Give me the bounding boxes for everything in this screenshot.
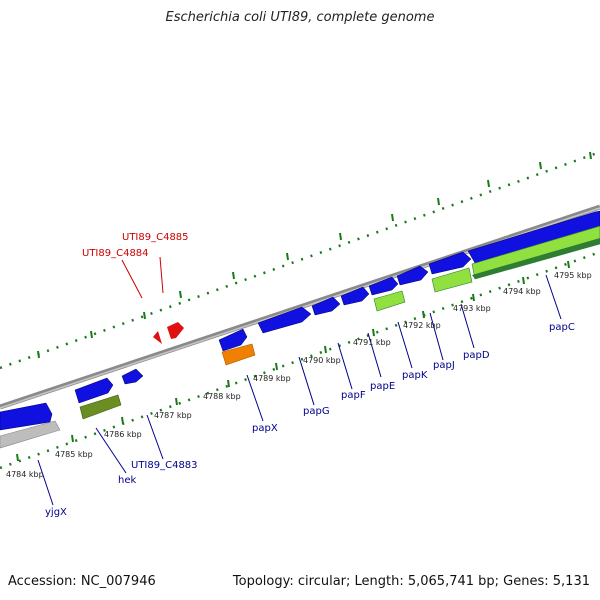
gene-yjgX-block[interactable] (0, 402, 53, 431)
gene-green-block-2[interactable] (431, 267, 473, 293)
leader-UTI89_C4885 (159, 256, 164, 294)
gene-label-papK[interactable]: papK (402, 370, 428, 381)
lower-tick-track (0, 250, 600, 470)
leader-papK (397, 321, 413, 369)
kbp-label: 4793 kbp (453, 304, 491, 313)
gene-label-papX[interactable]: papX (252, 423, 278, 434)
gene-label-papD[interactable]: papD (463, 350, 490, 361)
gene-papD-block[interactable] (428, 251, 472, 275)
kbp-label: 4784 kbp (6, 470, 44, 479)
gene-papF-block[interactable] (311, 296, 341, 316)
leader-papX (246, 374, 264, 422)
upper-tick-track (0, 150, 600, 370)
upper-major-ticks (37, 151, 592, 359)
gene-papE-block[interactable] (340, 286, 370, 306)
kbp-label: 4787 kbp (154, 411, 192, 420)
gene-label-papE[interactable]: papE (370, 381, 395, 392)
leader-papJ (429, 312, 444, 361)
gene-green-shadow (472, 238, 600, 279)
kbp-label: 4789 kbp (253, 374, 291, 383)
leader-yjgX (37, 459, 54, 506)
kbp-label: 4794 kbp (503, 287, 541, 296)
genome-backbone (0, 204, 600, 410)
gene-papG-block[interactable] (257, 306, 312, 334)
gene-label-papF[interactable]: papF (341, 390, 366, 401)
gene-gray-block[interactable] (0, 420, 61, 449)
leader-hek (95, 427, 127, 474)
kbp-label: 4786 kbp (104, 430, 142, 439)
gene-label-hek[interactable]: hek (118, 475, 136, 486)
gene-papJ-block[interactable] (396, 265, 429, 286)
gene-orange-block[interactable] (221, 343, 256, 366)
leader-UTI89_C4884 (121, 259, 143, 299)
gene-UTI89_C4885[interactable] (167, 322, 184, 339)
leader-papD (460, 303, 475, 349)
kbp-label: 4785 kbp (55, 450, 93, 459)
leader-papE (367, 332, 382, 378)
leader-papG (298, 356, 315, 406)
gene-label-papG[interactable]: papG (303, 406, 330, 417)
accession-text: Accession: NC_007946 (8, 574, 156, 589)
gene-papX-block[interactable] (218, 328, 248, 352)
gene-papC-block[interactable] (467, 210, 600, 264)
kbp-label: 4788 kbp (203, 392, 241, 401)
kbp-label: 4791 kbp (353, 338, 391, 347)
gene-label-UTI89_C4883[interactable]: UTI89_C4883 (131, 460, 198, 471)
leader-papF (337, 342, 353, 390)
gene-label-yjgX[interactable]: yjgX (45, 507, 67, 518)
gene-olive-block[interactable] (79, 394, 122, 420)
gene-UTI89_C4883-block[interactable] (121, 368, 144, 385)
gene-green-block-1[interactable] (373, 290, 406, 312)
gene-label-papJ[interactable]: papJ (433, 360, 455, 371)
topology-text: Topology: circular; Length: 5,065,741 bp… (232, 574, 590, 589)
gene-UTI89_C4884[interactable] (153, 331, 162, 344)
gene-label-UTI89_C4884[interactable]: UTI89_C4884 (82, 248, 149, 259)
map-title: Escherichia coli UTI89, complete genome (165, 10, 435, 25)
gene-papK-block[interactable] (368, 276, 399, 296)
gene-label-UTI89_C4885[interactable]: UTI89_C4885 (122, 232, 189, 243)
kbp-label: 4795 kbp (554, 271, 592, 280)
kbp-label: 4792 kbp (403, 321, 441, 330)
kbp-label: 4790 kbp (303, 356, 341, 365)
gene-label-papC[interactable]: papC (549, 322, 575, 333)
gene-hek-block[interactable] (74, 377, 114, 404)
leader-papC (545, 274, 562, 320)
lower-major-ticks (16, 260, 570, 462)
leader-UTI89_C4883 (146, 414, 164, 460)
